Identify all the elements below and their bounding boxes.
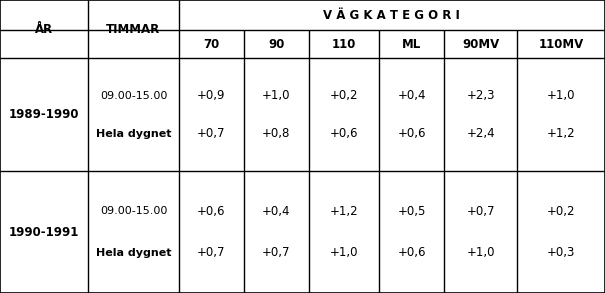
Text: +0,9: +0,9 — [197, 89, 226, 102]
Text: +1,0: +1,0 — [262, 89, 290, 102]
Text: +1,0: +1,0 — [330, 246, 358, 259]
Text: +0,2: +0,2 — [546, 205, 575, 218]
Text: 110MV: 110MV — [538, 38, 583, 51]
Text: 1989-1990: 1989-1990 — [9, 108, 79, 121]
Text: 09.00-15.00: 09.00-15.00 — [100, 91, 167, 100]
Text: +0,7: +0,7 — [197, 246, 226, 259]
Text: Hela dygnet: Hela dygnet — [96, 129, 171, 139]
Text: +0,6: +0,6 — [397, 127, 426, 140]
Text: +0,2: +0,2 — [330, 89, 358, 102]
Text: +1,2: +1,2 — [546, 127, 575, 140]
Text: TIMMAR: TIMMAR — [106, 23, 160, 36]
Text: ÅR: ÅR — [35, 23, 53, 36]
Text: +0,7: +0,7 — [197, 127, 226, 140]
Text: 09.00-15.00: 09.00-15.00 — [100, 206, 167, 216]
Text: V Ä G K A T E G O R I: V Ä G K A T E G O R I — [323, 8, 460, 22]
Text: +0,6: +0,6 — [330, 127, 358, 140]
Text: +0,4: +0,4 — [262, 205, 290, 218]
Text: +0,3: +0,3 — [547, 246, 575, 259]
Text: 1990-1991: 1990-1991 — [9, 226, 79, 239]
Text: +2,3: +2,3 — [466, 89, 495, 102]
Text: 90: 90 — [268, 38, 284, 51]
Text: +0,4: +0,4 — [397, 89, 426, 102]
Text: +0,8: +0,8 — [262, 127, 290, 140]
Text: +0,7: +0,7 — [262, 246, 290, 259]
Text: ML: ML — [402, 38, 422, 51]
Text: +0,6: +0,6 — [197, 205, 226, 218]
Text: +1,0: +1,0 — [466, 246, 495, 259]
Text: +0,7: +0,7 — [466, 205, 495, 218]
Text: +0,5: +0,5 — [397, 205, 426, 218]
Text: +2,4: +2,4 — [466, 127, 495, 140]
Text: +1,2: +1,2 — [330, 205, 358, 218]
Text: +0,6: +0,6 — [397, 246, 426, 259]
Text: Hela dygnet: Hela dygnet — [96, 248, 171, 258]
Text: 110: 110 — [332, 38, 356, 51]
Text: 90MV: 90MV — [462, 38, 499, 51]
Text: +1,0: +1,0 — [546, 89, 575, 102]
Text: 70: 70 — [203, 38, 220, 51]
